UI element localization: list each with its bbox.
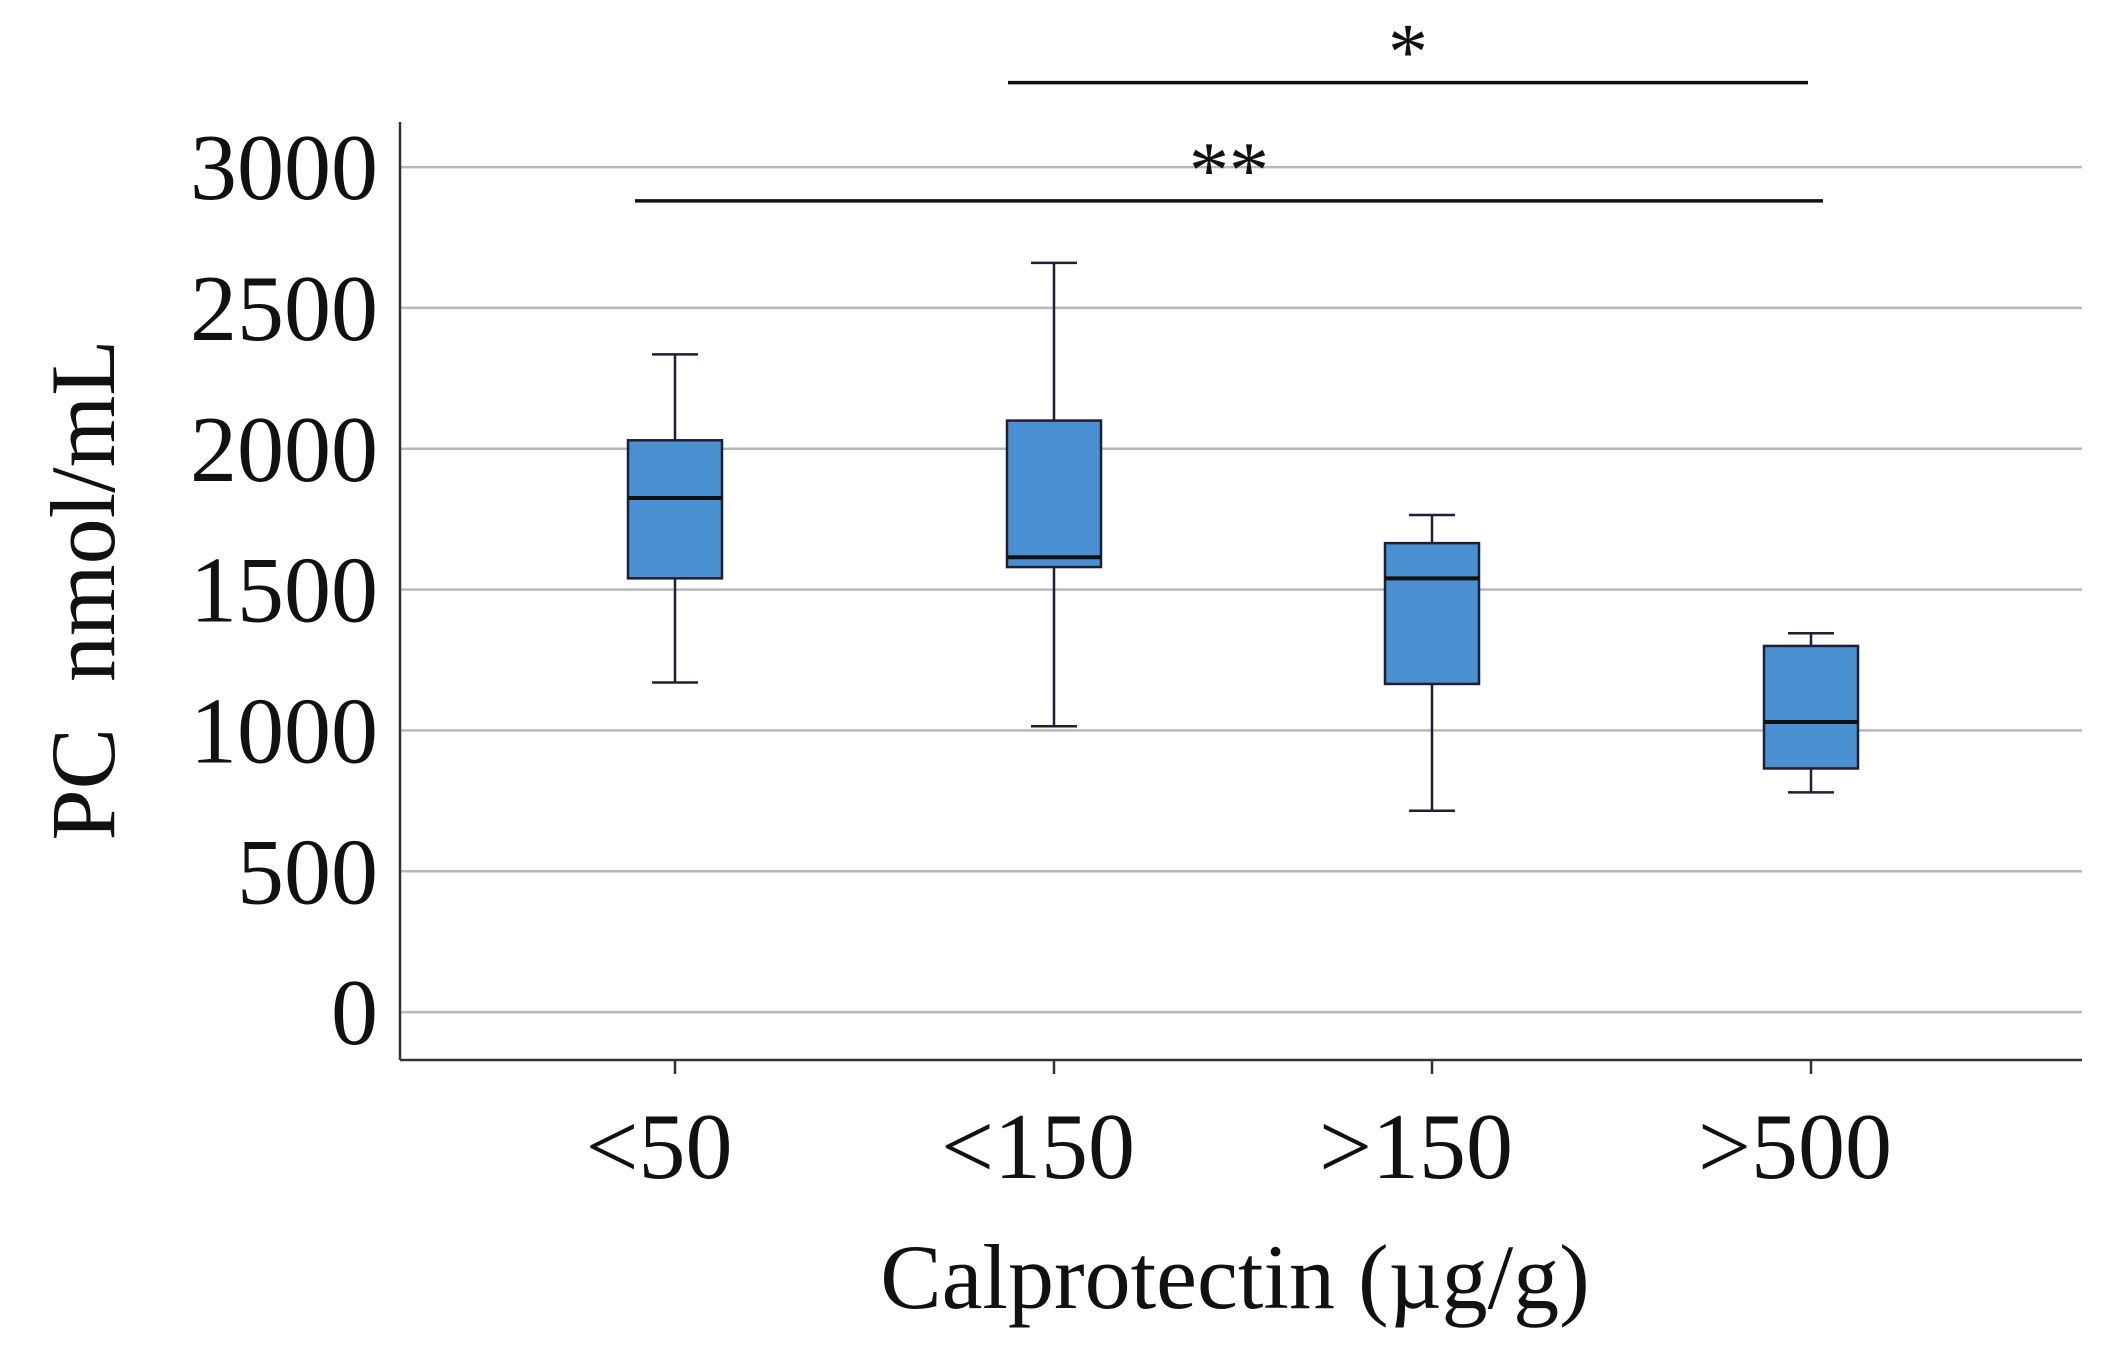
x-tick-label: >150 <box>1319 1095 1513 1199</box>
x-tick-label: <150 <box>941 1095 1135 1199</box>
y-tick-label: 500 <box>237 820 378 924</box>
box-group <box>1383 513 1481 812</box>
box-group <box>626 353 724 684</box>
y-tick-label: 1000 <box>190 679 378 783</box>
significance-bar: * <box>1008 9 1808 97</box>
iqr-box <box>1383 541 1481 686</box>
x-tick-label: <50 <box>585 1095 732 1199</box>
x-tick-label: >500 <box>1698 1095 1892 1199</box>
y-axis-title: PC nmol/mL <box>32 340 134 841</box>
box-group <box>1005 261 1103 728</box>
x-axis-title: Calprotectin (µg/g) <box>880 1226 1590 1328</box>
grid-lines <box>400 165 2082 1014</box>
y-tick-label: 3000 <box>190 116 378 220</box>
significance-label: * <box>1388 9 1428 97</box>
y-tick-label: 0 <box>331 961 378 1065</box>
y-tick-label: 1500 <box>190 539 378 643</box>
tick-labels: 0 500 1000 1500 2000 2500 3000 <50 <150 >150 >500 <box>190 116 1892 1199</box>
iqr-box <box>1005 419 1103 569</box>
significance-label: ** <box>1189 127 1269 215</box>
significance-bar: ** <box>635 127 1823 215</box>
boxes <box>626 261 1860 812</box>
box-group <box>1762 632 1860 794</box>
y-tick-label: 2500 <box>190 257 378 361</box>
y-tick-label: 2000 <box>190 398 378 502</box>
iqr-box <box>626 439 724 580</box>
iqr-box <box>1762 644 1860 770</box>
significance-annotations: *** <box>635 9 1823 215</box>
axes <box>398 122 2082 1074</box>
